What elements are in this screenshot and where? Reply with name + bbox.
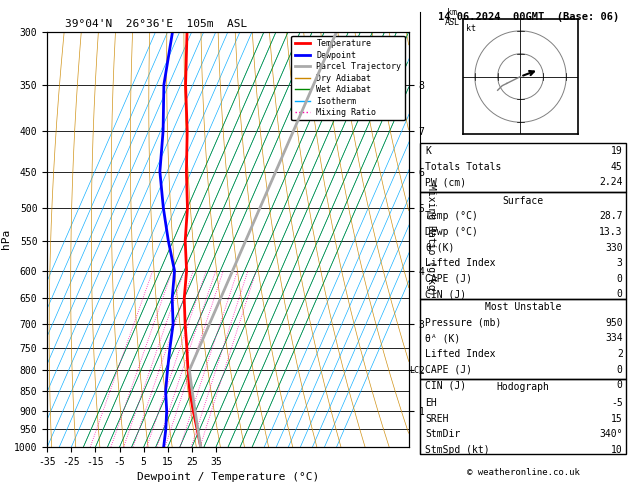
Text: Temp (°C): Temp (°C) — [425, 211, 478, 222]
Text: EH: EH — [425, 398, 437, 408]
Bar — [420, 299, 626, 379]
Text: 45: 45 — [611, 162, 623, 172]
Text: θᴬ(K): θᴬ(K) — [425, 243, 455, 253]
Text: Lifted Index: Lifted Index — [425, 349, 496, 359]
Text: 330: 330 — [605, 243, 623, 253]
Text: kt: kt — [465, 24, 476, 33]
Text: 0: 0 — [617, 364, 623, 375]
Text: LCL: LCL — [409, 365, 425, 375]
Text: Most Unstable: Most Unstable — [485, 302, 561, 312]
Text: Totals Totals: Totals Totals — [425, 162, 501, 172]
Text: 0: 0 — [617, 380, 623, 390]
Bar — [420, 379, 626, 454]
Text: 14.06.2024  00GMT  (Base: 06): 14.06.2024 00GMT (Base: 06) — [438, 12, 619, 22]
Text: K: K — [425, 146, 431, 156]
Text: 4: 4 — [131, 447, 135, 453]
Text: 2: 2 — [617, 349, 623, 359]
Text: 13.3: 13.3 — [599, 227, 623, 237]
Text: 3: 3 — [121, 447, 126, 453]
Text: θᴬ (K): θᴬ (K) — [425, 333, 460, 344]
Bar — [420, 192, 626, 299]
Text: 1: 1 — [88, 447, 92, 453]
Text: CAPE (J): CAPE (J) — [425, 364, 472, 375]
Text: 6: 6 — [145, 447, 149, 453]
Text: 25: 25 — [196, 447, 204, 453]
Text: 19: 19 — [611, 146, 623, 156]
Text: 15: 15 — [176, 447, 184, 453]
Text: © weatheronline.co.uk: © weatheronline.co.uk — [467, 468, 579, 477]
Text: StmSpd (kt): StmSpd (kt) — [425, 445, 490, 455]
Text: 334: 334 — [605, 333, 623, 344]
Text: 10: 10 — [161, 447, 169, 453]
X-axis label: Dewpoint / Temperature (°C): Dewpoint / Temperature (°C) — [137, 472, 319, 483]
Text: CIN (J): CIN (J) — [425, 289, 466, 299]
Text: 0: 0 — [617, 274, 623, 284]
Y-axis label: Mixing Ratio (g/kg): Mixing Ratio (g/kg) — [426, 184, 435, 295]
Text: 2.24: 2.24 — [599, 177, 623, 188]
Y-axis label: hPa: hPa — [1, 229, 11, 249]
Text: StmDir: StmDir — [425, 429, 460, 439]
Text: 8: 8 — [155, 447, 159, 453]
Text: -5: -5 — [611, 398, 623, 408]
Text: CIN (J): CIN (J) — [425, 380, 466, 390]
Text: Lifted Index: Lifted Index — [425, 258, 496, 268]
Text: 39°04'N  26°36'E  105m  ASL: 39°04'N 26°36'E 105m ASL — [65, 19, 247, 30]
Text: SREH: SREH — [425, 414, 448, 424]
Text: 2: 2 — [109, 447, 113, 453]
Text: 28.7: 28.7 — [599, 211, 623, 222]
Bar — [420, 143, 626, 192]
Text: PW (cm): PW (cm) — [425, 177, 466, 188]
Text: 0: 0 — [617, 289, 623, 299]
Text: 15: 15 — [611, 414, 623, 424]
Text: 10: 10 — [611, 445, 623, 455]
Text: CAPE (J): CAPE (J) — [425, 274, 472, 284]
Text: Surface: Surface — [503, 196, 543, 206]
Text: Dewp (°C): Dewp (°C) — [425, 227, 478, 237]
Text: Pressure (mb): Pressure (mb) — [425, 318, 501, 328]
Text: km
ASL: km ASL — [445, 8, 460, 27]
Text: Hodograph: Hodograph — [496, 382, 550, 393]
Text: 340°: 340° — [599, 429, 623, 439]
Text: 3: 3 — [617, 258, 623, 268]
Legend: Temperature, Dewpoint, Parcel Trajectory, Dry Adiabat, Wet Adiabat, Isotherm, Mi: Temperature, Dewpoint, Parcel Trajectory… — [291, 36, 404, 121]
Text: 20: 20 — [187, 447, 196, 453]
Text: 950: 950 — [605, 318, 623, 328]
